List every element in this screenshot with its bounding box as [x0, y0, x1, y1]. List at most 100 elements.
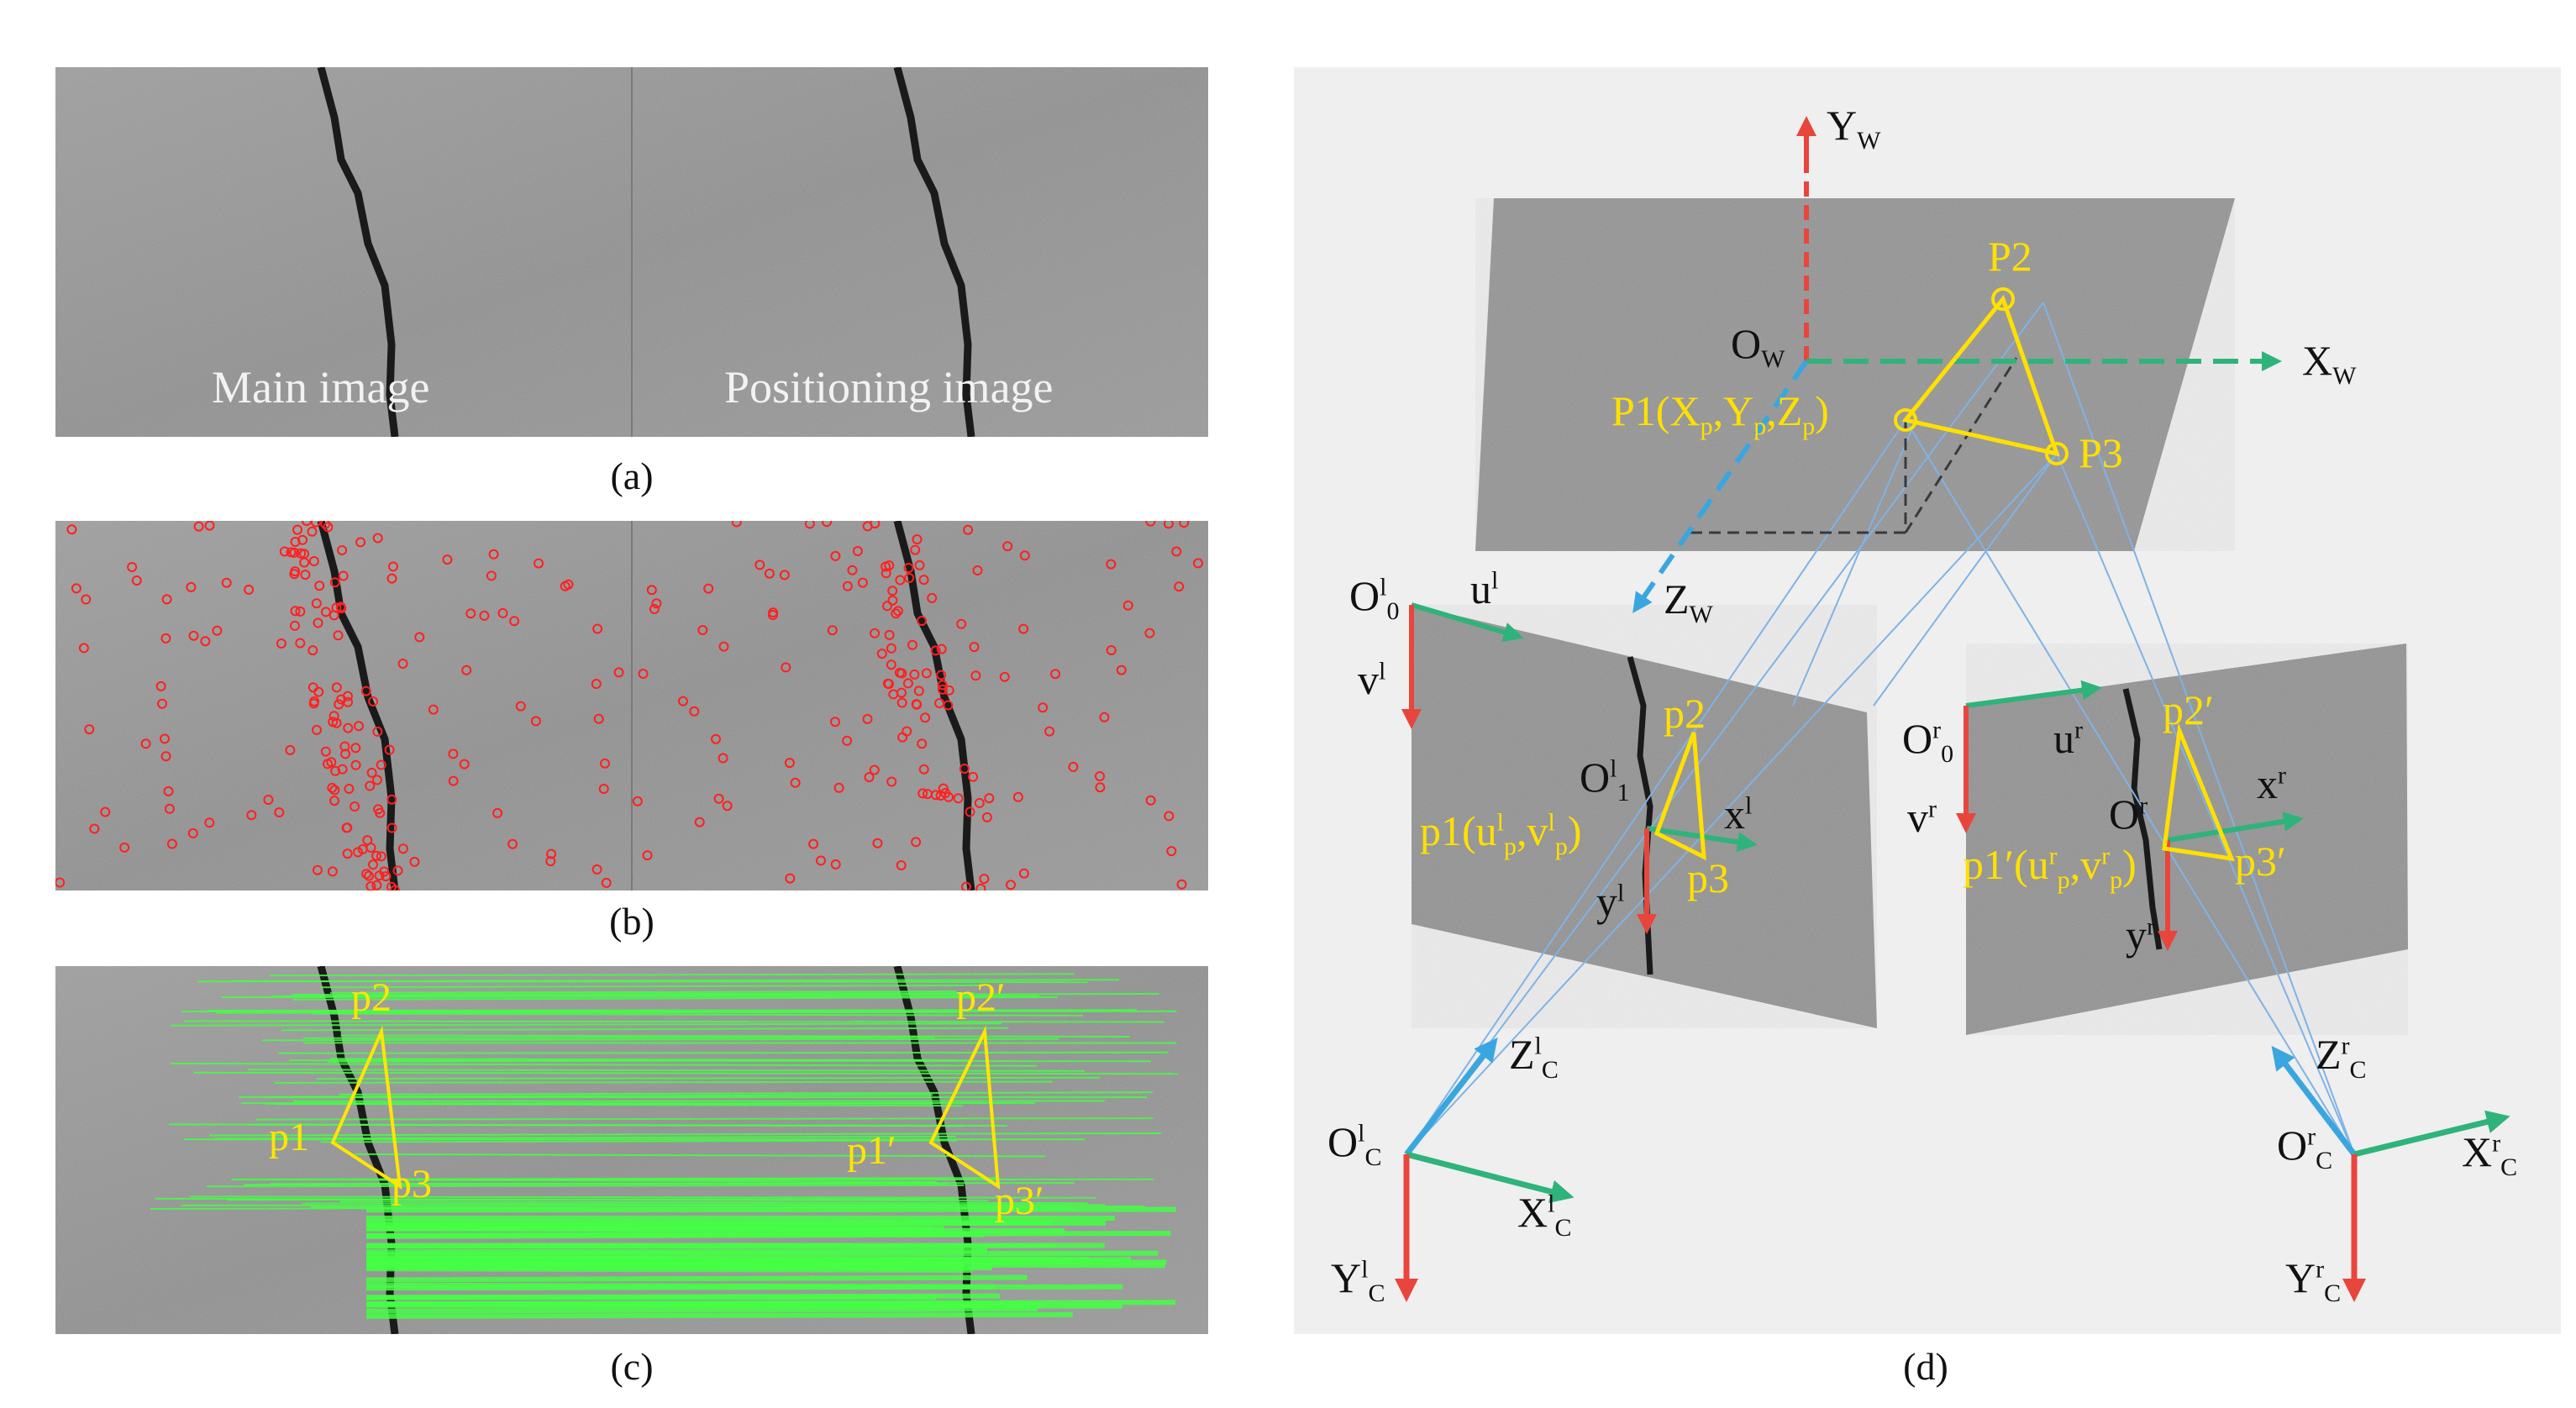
- feature-point: [164, 803, 175, 814]
- world-triangle: [1901, 294, 2060, 457]
- feature-point: [886, 643, 896, 654]
- feature-point: [960, 881, 971, 891]
- match-line: [289, 1059, 1152, 1063]
- feature-matching-image: [55, 966, 1208, 1334]
- feature-point: [965, 806, 975, 817]
- label-right-u: ur: [2053, 715, 2083, 762]
- feature-point: [917, 788, 928, 799]
- feature-point: [530, 716, 541, 727]
- feature-point: [368, 859, 378, 870]
- match-line: [171, 1063, 1038, 1067]
- match-line: [365, 1250, 1159, 1258]
- feature-point: [918, 764, 929, 775]
- feature-point: [884, 629, 895, 640]
- feature-point: [327, 866, 338, 877]
- feature-point: [373, 804, 384, 815]
- match-line: [339, 1200, 1088, 1205]
- match-line: [206, 1184, 965, 1188]
- label-right-xc: XrC: [2462, 1128, 2518, 1181]
- label-left-x: xl: [1724, 791, 1753, 838]
- feature-point: [881, 561, 891, 572]
- feature-point: [891, 608, 902, 619]
- left-image-triangle: [1653, 732, 1706, 861]
- feature-point: [1164, 811, 1175, 822]
- feature-point: [546, 848, 557, 859]
- label-p2: p2: [351, 975, 392, 1020]
- label-p1: p1: [269, 1115, 309, 1159]
- feature-point: [204, 521, 215, 531]
- crack-right: [893, 67, 975, 437]
- feature-point: [1176, 879, 1187, 890]
- feature-point: [914, 560, 925, 570]
- match-line: [340, 1034, 1130, 1038]
- caption-d: (d): [1903, 1345, 1948, 1388]
- feature-point: [600, 758, 610, 769]
- feature-point: [290, 620, 300, 631]
- feature-point: [442, 554, 453, 565]
- caption-a: (a): [610, 454, 654, 497]
- feature-point: [365, 780, 376, 791]
- feature-point: [289, 547, 300, 558]
- panel-c-matches: p2 p1 p3 p2′ p1′ p3′: [55, 966, 1208, 1334]
- feature-point: [323, 522, 334, 533]
- feature-point: [376, 851, 386, 862]
- feature-point: [1095, 771, 1105, 781]
- world-plane: [1475, 198, 2235, 551]
- label-left-o1: Ol1: [1580, 754, 1630, 806]
- feature-point: [833, 782, 844, 793]
- match-line: [215, 1011, 964, 1014]
- feature-point: [329, 610, 339, 621]
- feature-point: [308, 645, 318, 656]
- feature-point: [972, 565, 983, 575]
- feature-point: [827, 625, 838, 636]
- match-line: [365, 1266, 973, 1273]
- feature-point: [497, 607, 508, 618]
- positioning-image-label: Positioning image: [724, 362, 1054, 412]
- feature-point: [864, 772, 875, 783]
- match-lines: [150, 973, 1179, 1319]
- feature-point: [246, 810, 257, 821]
- feature-point: [591, 864, 602, 875]
- feature-point: [338, 570, 349, 581]
- feature-point: [368, 696, 379, 707]
- feature-point: [881, 568, 891, 579]
- feature-point: [822, 521, 833, 528]
- match-line: [355, 1153, 1045, 1158]
- feature-point: [981, 812, 992, 822]
- feature-point: [312, 864, 323, 875]
- label-xw: XW: [2302, 337, 2357, 390]
- feature-point: [515, 701, 526, 712]
- feature-point: [593, 713, 604, 724]
- feature-point: [330, 765, 341, 776]
- feature-point: [362, 835, 373, 846]
- feature-point: [309, 696, 320, 707]
- match-line: [365, 1259, 949, 1267]
- match-line: [209, 1132, 1161, 1137]
- feature-point: [360, 686, 371, 696]
- feature-point: [337, 545, 348, 555]
- feature-point: [1012, 791, 1023, 802]
- label-left-xc: XlC: [1517, 1189, 1572, 1242]
- main-image-label: Main image: [212, 362, 430, 412]
- feature-point: [1145, 795, 1156, 806]
- feature-point: [722, 801, 733, 812]
- feature-point: [386, 822, 397, 833]
- feature-point: [384, 744, 395, 755]
- feature-point: [649, 604, 660, 614]
- feature-point: [326, 757, 337, 768]
- feature-point: [953, 793, 964, 804]
- feature-point: [882, 678, 893, 689]
- feature-point: [918, 575, 929, 586]
- feature-point: [371, 880, 382, 891]
- feature-point: [1171, 546, 1182, 557]
- feature-point: [956, 618, 967, 629]
- feature-point: [1106, 645, 1117, 655]
- feature-point: [887, 586, 898, 596]
- label-right-zc: ZrC: [2316, 1031, 2367, 1084]
- match-line: [365, 1220, 1052, 1228]
- feature-point: [1068, 761, 1079, 772]
- feature-point: [295, 606, 306, 617]
- feature-point: [479, 610, 490, 621]
- feature-point: [694, 817, 705, 827]
- feature-point: [904, 573, 915, 583]
